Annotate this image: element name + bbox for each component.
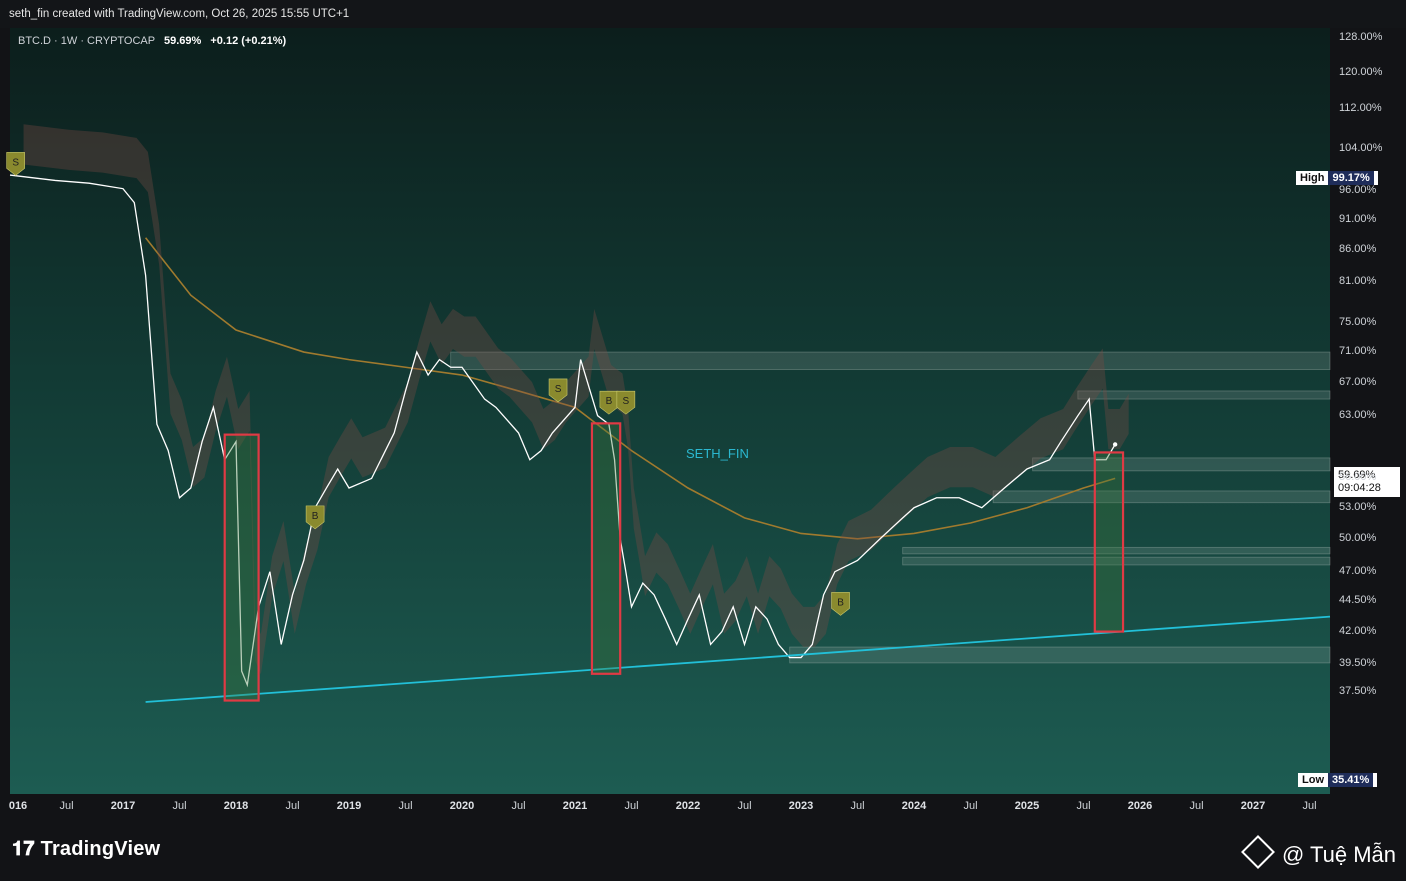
time-axis[interactable] — [0, 794, 1406, 822]
y-tick-label: 75.00% — [1339, 315, 1377, 328]
last-price-tag: 59.69% 09:04:28 — [1334, 467, 1400, 497]
moving-average-line — [144, 237, 1116, 540]
y-tick-label: 47.00% — [1339, 564, 1377, 577]
y-tick-label: 128.00% — [1339, 31, 1383, 44]
low-tag-label: Low — [1302, 774, 1324, 786]
author-watermark: SETH_FIN — [686, 446, 749, 461]
y-tick-label: 120.00% — [1339, 65, 1383, 78]
zone-rect — [450, 351, 1331, 370]
tradingview-logo[interactable]: 𝟏𝟕 TradingView — [12, 838, 160, 861]
y-tick-label: 112.00% — [1339, 102, 1382, 115]
y-tick-label: 71.00% — [1339, 345, 1377, 358]
y-tick-label: 63.00% — [1339, 408, 1377, 421]
x-tick-label: 016 — [8, 800, 28, 812]
y-tick-label: 39.50% — [1339, 657, 1377, 670]
x-tick-label: 2027 — [1240, 800, 1266, 812]
signal-label: S — [12, 157, 19, 168]
y-tick-label: 44.50% — [1339, 593, 1377, 606]
symbol-name: BTC.D · 1W · CRYPTOCAP — [18, 35, 155, 47]
y-tick-label: 56.00% — [1339, 471, 1377, 484]
high-tag-value: 99.17% — [1328, 171, 1374, 185]
zone-rect — [902, 546, 1331, 555]
zone-rect — [1077, 390, 1331, 400]
footer-bar — [0, 822, 1406, 881]
x-tick-label: Jul — [963, 800, 978, 812]
credit: @ Tuệ Mẫn — [1240, 835, 1396, 869]
y-tick-label: 37.50% — [1339, 684, 1377, 697]
x-tick-label: Jul — [285, 800, 300, 812]
y-tick-label: 50.00% — [1339, 531, 1377, 544]
x-tick-label: Jul — [1302, 800, 1317, 812]
x-tick-label: 2022 — [675, 800, 701, 812]
x-tick-label: 2026 — [1127, 800, 1153, 812]
signal-label: B — [312, 511, 319, 522]
zone-rect — [992, 490, 1331, 504]
signal-label: S — [555, 384, 562, 395]
x-tick-label: 2018 — [223, 800, 249, 812]
x-tick-label: 2017 — [110, 800, 136, 812]
signal-label: B — [837, 597, 844, 608]
x-tick-label: Jul — [850, 800, 865, 812]
y-tick-label: 96.00% — [1339, 184, 1377, 197]
symbol-value: 59.69% — [163, 35, 202, 47]
x-tick-label: 2023 — [788, 800, 814, 812]
credit-text: @ Tuệ Mẫn — [1281, 842, 1396, 867]
x-tick-label: Jul — [1076, 800, 1091, 812]
signal-label: B — [606, 396, 613, 407]
tradingview-mark-icon: 𝟏𝟕 — [12, 838, 35, 860]
signal-marker — [548, 378, 568, 403]
x-tick-label: Jul — [624, 800, 639, 812]
top-bar: seth_fin created with TradingView.com, O… — [0, 0, 1406, 28]
signal-marker — [6, 152, 25, 176]
x-tick-label: 2021 — [562, 800, 588, 812]
x-tick-label: Jul — [1189, 800, 1204, 812]
y-tick-label: 42.00% — [1339, 624, 1377, 637]
attribution-text: seth_fin created with TradingView.com, O… — [9, 8, 350, 20]
low-tag-value: 35.41% — [1328, 773, 1374, 787]
y-tick-label: 91.00% — [1339, 212, 1377, 225]
diamond-logo-icon — [1240, 835, 1275, 869]
y-tick-label: 86.00% — [1339, 243, 1377, 255]
x-tick-label: 2024 — [901, 800, 927, 812]
x-tick-label: Jul — [172, 800, 187, 812]
y-tick-label: 81.00% — [1339, 274, 1377, 287]
x-tick-label: 2020 — [449, 800, 475, 812]
bar-countdown: 09:04:28 — [1338, 482, 1381, 494]
last-price-value: 59.69% — [1338, 469, 1376, 481]
support-trendline — [145, 615, 1331, 703]
x-tick-label: Jul — [511, 800, 526, 812]
high-tag-label: High — [1300, 172, 1325, 184]
price-line — [9, 174, 1116, 688]
signal-marker — [305, 505, 325, 530]
highlight-box — [590, 422, 622, 675]
price-axis[interactable] — [1330, 28, 1406, 794]
y-tick-label: 104.00% — [1339, 141, 1383, 154]
low-tag: Low 35.41% — [1298, 773, 1378, 787]
chart-panel[interactable] — [10, 28, 1330, 794]
y-tick-label: 67.00% — [1339, 375, 1377, 388]
x-tick-label: Jul — [59, 800, 74, 812]
x-tick-label: Jul — [737, 800, 752, 812]
signal-label: S — [623, 396, 630, 407]
x-tick-label: 2025 — [1014, 800, 1040, 812]
zone-rect — [1032, 457, 1331, 472]
highlight-box — [223, 433, 260, 702]
high-tag: High 99.17% — [1296, 171, 1378, 185]
symbol-legend[interactable]: BTC.D · 1W · CRYPTOCAP 59.69% +0.12 (+0.… — [18, 35, 286, 47]
signal-marker — [599, 390, 619, 415]
y-tick-label: 53.00% — [1339, 500, 1377, 513]
signal-marker — [616, 390, 636, 415]
tradingview-brand: TradingView — [40, 838, 161, 860]
zone-rect — [902, 556, 1331, 566]
last-price-dot — [1112, 442, 1118, 447]
signal-marker — [831, 592, 850, 616]
highlight-box — [1093, 451, 1125, 633]
symbol-change: +0.12 (+0.21%) — [210, 35, 287, 47]
x-tick-label: 2019 — [336, 800, 362, 812]
x-tick-label: Jul — [398, 800, 413, 812]
